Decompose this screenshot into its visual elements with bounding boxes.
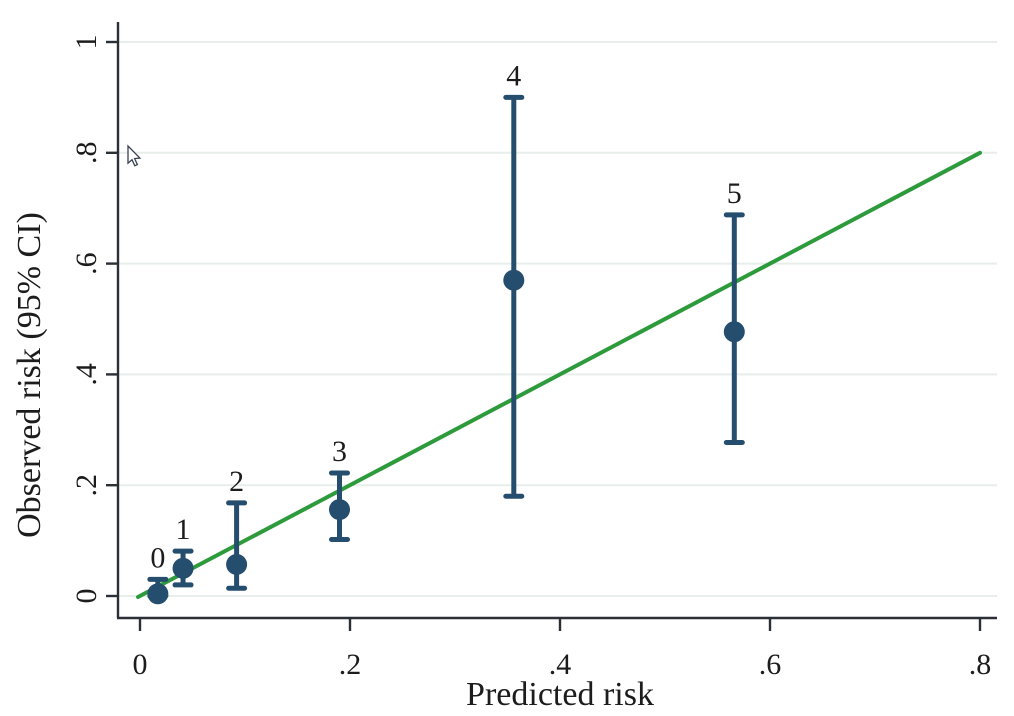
x-tick-label: .8 xyxy=(969,648,992,681)
x-axis-title: Predicted risk xyxy=(466,676,654,713)
y-tick-label: .4 xyxy=(70,363,103,386)
mouse-cursor-icon xyxy=(127,144,142,167)
data-point-marker xyxy=(226,553,248,575)
data-point-marker xyxy=(503,269,525,291)
gridlines-layer xyxy=(118,41,997,597)
data-points-layer: 01 2 3 4 5 xyxy=(147,59,745,605)
reference-line xyxy=(136,150,982,599)
data-point-marker xyxy=(723,321,745,343)
data-point-marker xyxy=(329,499,350,521)
data-point-label: 1 xyxy=(176,513,191,546)
reference-line-layer xyxy=(136,150,982,599)
data-point-group-4: 4 xyxy=(503,59,525,499)
x-tick-label: .4 xyxy=(549,648,572,681)
data-point-marker xyxy=(172,557,194,579)
data-point-group-2: 2 xyxy=(226,465,248,591)
data-point-group-3: 3 xyxy=(329,435,350,542)
x-tick-label: .6 xyxy=(759,648,782,681)
y-tick-label: 0 xyxy=(70,589,103,604)
y-tick-label: .6 xyxy=(70,252,103,275)
data-point-group-0: 0 xyxy=(147,541,169,605)
data-point-label: 4 xyxy=(506,59,521,92)
data-point-label: 2 xyxy=(229,465,244,498)
y-axis-title: Observed risk (95% CI) xyxy=(11,212,48,538)
y-tick-label: .8 xyxy=(70,142,103,165)
data-point-group-5: 5 xyxy=(723,177,745,446)
data-point-label: 0 xyxy=(150,541,165,574)
data-point-label: 3 xyxy=(332,435,347,468)
axes-layer xyxy=(106,22,997,631)
data-point-group-1: 1 xyxy=(172,513,194,588)
data-point-marker xyxy=(147,583,169,605)
y-tick-label: .2 xyxy=(70,474,103,497)
x-tick-label: .2 xyxy=(339,648,362,681)
data-point-label: 5 xyxy=(727,177,742,210)
y-tick-label: 1 xyxy=(70,35,103,50)
x-tick-label: 0 xyxy=(133,648,148,681)
tick-labels-layer: 0.2.4.6.810.2.4.6.8 xyxy=(70,35,991,682)
